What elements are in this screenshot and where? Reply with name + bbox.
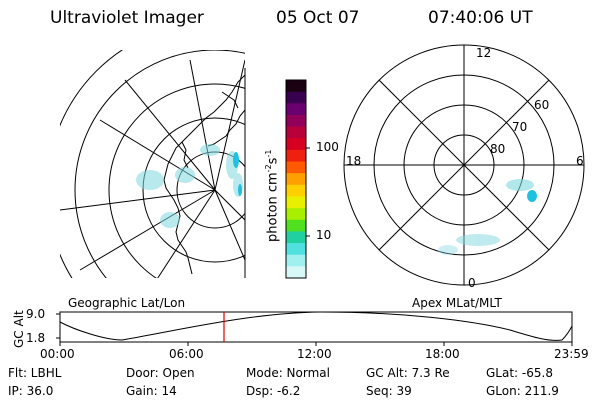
colorbar-band	[286, 184, 306, 197]
colorbar-frame	[285, 79, 307, 279]
instrument-title: Ultraviolet Imager	[50, 8, 204, 28]
apex-mlat-label: Apex MLat/MLT	[412, 296, 502, 310]
time-label: 07:40:06 UT	[428, 8, 533, 28]
dsp-info: Dsp: -6.2	[246, 384, 301, 398]
x-tick-0000: 00:00	[40, 347, 75, 361]
glat-info: GLat: -65.8	[486, 366, 553, 380]
polar-plot	[343, 44, 585, 286]
colorbar-band	[286, 266, 306, 279]
gc-alt-info: GC Alt: 7.3 Re	[366, 366, 450, 380]
colorbar-band	[286, 103, 306, 116]
ip-info: IP: 36.0	[8, 384, 54, 398]
x-tick-0600: 06:00	[169, 347, 204, 361]
colorbar-band	[286, 114, 306, 128]
colorbar-band	[286, 149, 306, 163]
timeline-x-ticks	[59, 342, 573, 346]
mlt-label-right: 6	[576, 154, 584, 168]
mlt-label-bottom: 0	[468, 276, 476, 290]
mlt-label-left: 18	[346, 154, 362, 168]
colorbar-band	[286, 91, 306, 104]
colorbar-band	[286, 254, 306, 267]
colorbar-unit-text: photon cm	[265, 172, 281, 242]
colorbar	[286, 80, 306, 279]
colorbar-unit-label: photon cm-2s-1	[264, 150, 280, 242]
gc-alt-axis-title: GC Alt	[12, 310, 26, 348]
colorbar-band	[286, 231, 306, 244]
geo-aurora	[136, 144, 243, 228]
door-info: Door: Open	[126, 366, 195, 380]
mode-info: Mode: Normal	[246, 366, 330, 380]
geographic-map	[60, 50, 245, 278]
geo-latlon-label: Geographic Lat/Lon	[68, 296, 186, 310]
colorbar-band	[286, 126, 306, 139]
colorbar-band	[286, 173, 306, 186]
colorbar-band	[286, 243, 306, 256]
date-label: 05 Oct 07	[276, 8, 360, 28]
y-tick-1-8: 1.8	[26, 331, 46, 345]
mlat-label-80: 80	[490, 142, 506, 156]
y-tick-9: 9.0	[26, 307, 46, 321]
glon-info: GLon: 211.9	[486, 384, 559, 398]
x-tick-1200: 12:00	[297, 347, 332, 361]
mlat-label-60: 60	[534, 98, 550, 112]
colorbar-tick-100: 100	[316, 140, 339, 154]
mlt-label-top: 12	[476, 46, 492, 60]
colorbar-unit-s: s	[265, 157, 281, 165]
flt-info: Flt: LBHL	[8, 366, 62, 380]
x-tick-2359: 23:59	[554, 347, 589, 361]
colorbar-unit-exp2: -1	[264, 149, 273, 158]
colorbar-ticks	[306, 147, 310, 237]
geo-aurora-bright	[233, 152, 242, 196]
colorbar-tick-10: 10	[316, 228, 332, 242]
polar-aurora	[438, 179, 537, 255]
colorbar-unit-exp1: -2	[264, 164, 273, 173]
seq-info: Seq: 39	[366, 384, 412, 398]
colorbar-band	[286, 161, 306, 174]
colorbar-band	[286, 138, 306, 151]
colorbar-band	[286, 219, 306, 232]
colorbar-band	[286, 196, 306, 209]
altitude-curve	[59, 311, 573, 341]
mlat-label-70: 70	[512, 120, 528, 134]
timeline-y-ticks	[56, 313, 60, 339]
colorbar-band	[286, 208, 306, 221]
colorbar-band	[286, 80, 306, 93]
x-tick-1800: 18:00	[425, 347, 460, 361]
gain-info: Gain: 14	[126, 384, 177, 398]
